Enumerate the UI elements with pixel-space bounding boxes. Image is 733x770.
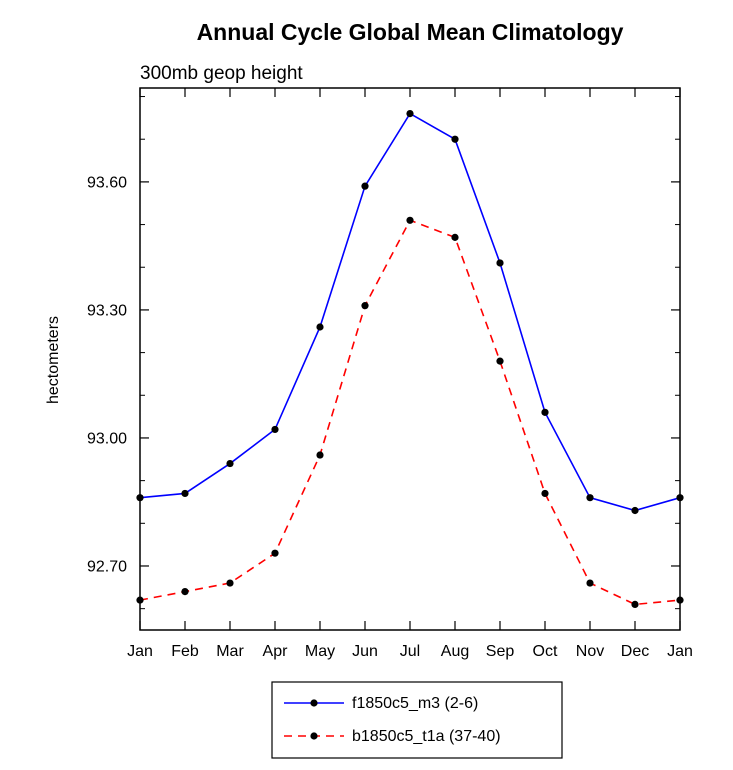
x-tick-label: Jan	[667, 643, 693, 660]
y-tick-label: 93.00	[87, 430, 127, 447]
data-point	[271, 425, 279, 434]
data-point	[676, 596, 684, 604]
data-point	[316, 323, 324, 331]
x-tick-label: Nov	[576, 643, 604, 660]
data-point	[406, 216, 414, 224]
y-tick-label: 93.30	[87, 302, 127, 319]
data-point	[586, 494, 594, 502]
plot-area: Jan Feb Mar Apr May Jun Jul Aug Sep Oct Nov Dec Jan 9…	[87, 87, 693, 660]
data-point	[676, 494, 684, 502]
data-point	[586, 579, 594, 587]
x-tick-label: Jun	[352, 643, 378, 660]
x-tick-label: Feb	[171, 643, 199, 660]
data-point	[361, 182, 369, 190]
y-axis-label: hectometers	[45, 316, 62, 404]
data-point	[631, 600, 639, 608]
chart-subtitle: 300mb geop height	[140, 63, 303, 84]
legend-box	[271, 681, 563, 759]
data-point	[541, 408, 549, 416]
data-point	[406, 110, 414, 118]
data-point	[181, 489, 189, 498]
plot-frame	[139, 87, 681, 631]
x-tick-label: Jul	[400, 643, 420, 660]
data-point	[496, 357, 504, 365]
x-tick-label: Sep	[486, 643, 515, 660]
x-tick-label: Oct	[533, 643, 558, 660]
data-point	[316, 451, 324, 459]
data-point	[226, 459, 234, 468]
legend-label-b1850c5-t1a: b1850c5_t1a (37-40)	[352, 728, 501, 745]
series-line-0	[139, 112, 681, 512]
data-point	[226, 579, 234, 587]
data-point	[631, 506, 639, 515]
legend-marker-sample-0	[310, 699, 318, 707]
data-point	[451, 135, 459, 143]
legend-samples	[284, 699, 344, 740]
legend-label-f1850c5-m3: f1850c5_m3 (2-6)	[352, 695, 478, 712]
data-point	[271, 549, 279, 557]
data-point	[541, 489, 549, 498]
x-tick-label: Jan	[127, 643, 153, 660]
x-tick-label: Mar	[216, 643, 244, 660]
chart-title: Annual Cycle Global Mean Climatology	[197, 19, 624, 45]
y-tick-label: 93.60	[87, 174, 127, 191]
legend-marker-sample-1	[310, 732, 318, 740]
x-tick-label: Apr	[263, 643, 289, 660]
x-tick-label: May	[305, 643, 335, 660]
y-tick-label: 92.70	[87, 558, 127, 575]
x-tick-label: Dec	[621, 643, 649, 660]
data-point	[136, 596, 144, 604]
series-line-1	[139, 219, 681, 606]
x-tick-label: Aug	[441, 643, 469, 660]
data-point	[361, 302, 369, 310]
data-point	[496, 259, 504, 267]
data-point	[181, 587, 189, 596]
data-point	[136, 494, 144, 502]
data-point	[451, 233, 459, 241]
